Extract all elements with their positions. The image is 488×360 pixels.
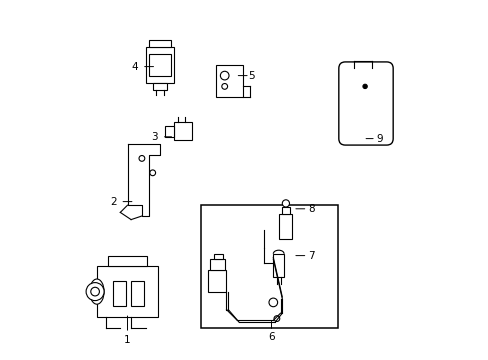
Text: 1: 1 <box>124 335 131 345</box>
Bar <box>113 281 125 306</box>
Bar <box>213 254 223 259</box>
Text: 2: 2 <box>110 197 116 207</box>
Circle shape <box>149 170 155 176</box>
Circle shape <box>222 84 227 89</box>
Circle shape <box>273 316 279 321</box>
Bar <box>215 65 242 97</box>
Circle shape <box>268 298 277 307</box>
Ellipse shape <box>89 279 104 304</box>
Text: 4: 4 <box>131 62 138 72</box>
Bar <box>152 83 167 90</box>
Text: 3: 3 <box>151 132 158 142</box>
Text: 6: 6 <box>267 332 274 342</box>
Bar <box>279 214 292 239</box>
Text: 9: 9 <box>375 134 382 144</box>
Text: 7: 7 <box>307 251 314 261</box>
Bar <box>97 266 158 317</box>
Bar <box>281 207 289 214</box>
Bar <box>149 54 170 76</box>
Bar <box>208 270 226 292</box>
Circle shape <box>362 84 366 89</box>
Circle shape <box>91 287 99 296</box>
Bar <box>107 256 147 266</box>
Circle shape <box>220 71 228 80</box>
Circle shape <box>86 283 104 301</box>
Circle shape <box>139 156 144 161</box>
Bar <box>201 205 337 328</box>
Bar <box>131 281 143 306</box>
Bar <box>149 40 170 47</box>
Circle shape <box>282 200 289 207</box>
Bar <box>145 47 174 83</box>
Text: 8: 8 <box>307 204 314 214</box>
Bar <box>165 126 174 137</box>
Bar <box>174 122 192 140</box>
Bar <box>273 254 284 277</box>
Text: 5: 5 <box>248 71 254 81</box>
Bar <box>210 259 224 270</box>
FancyBboxPatch shape <box>338 62 392 145</box>
